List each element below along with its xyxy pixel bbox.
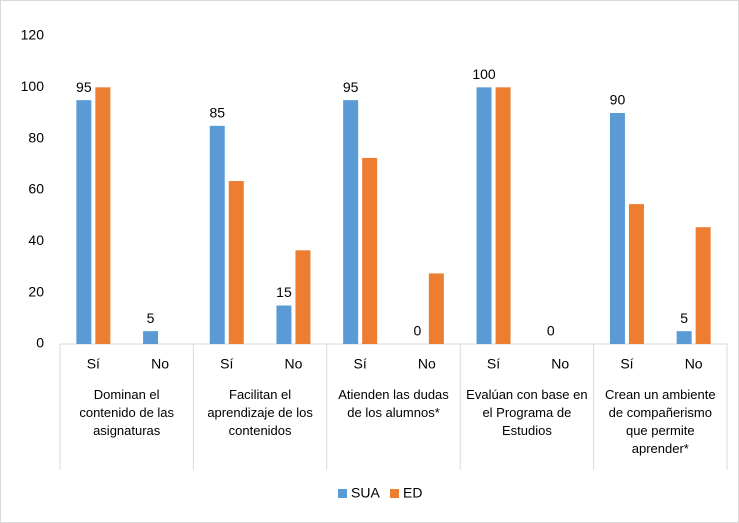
bar: [209, 125, 225, 344]
group-label: Crean un ambiente de compañerismo que pe…: [605, 387, 716, 456]
legend-label: ED: [403, 485, 422, 501]
data-label: 15: [276, 284, 292, 300]
bar: [76, 100, 92, 345]
y-tick-label: 0: [36, 335, 44, 351]
x-tick-label: Sí: [354, 356, 367, 372]
y-tick-label: 20: [28, 283, 44, 299]
data-label: 100: [472, 66, 496, 82]
bar: [228, 181, 244, 344]
y-tick-label: 120: [21, 27, 45, 43]
y-tick-label: 100: [21, 78, 45, 94]
bar: [143, 331, 159, 344]
bar: [343, 100, 359, 345]
x-tick-label: No: [151, 356, 169, 372]
x-tick-label: No: [685, 356, 703, 372]
legend-label: SUA: [351, 485, 380, 501]
data-label: 0: [547, 323, 555, 339]
bar: [609, 113, 625, 344]
bar: [428, 273, 444, 344]
y-tick-label: 60: [28, 181, 44, 197]
bar: [95, 87, 111, 344]
data-label: 5: [680, 310, 688, 326]
bar: [276, 305, 292, 344]
x-tick-label: Sí: [487, 356, 500, 372]
bar: [476, 87, 492, 344]
x-tick-label: Sí: [220, 356, 233, 372]
x-tick-label: Sí: [87, 356, 100, 372]
x-tick-label: No: [284, 356, 302, 372]
x-tick-label: No: [418, 356, 436, 372]
legend-swatch: [390, 489, 399, 498]
y-tick-label: 40: [28, 232, 44, 248]
data-label: 90: [610, 92, 626, 108]
x-tick-label: Sí: [620, 356, 633, 372]
group-label: Facilitan el aprendizaje de los contenid…: [207, 387, 313, 438]
x-tick-label: No: [551, 356, 569, 372]
data-label: 5: [147, 310, 155, 326]
y-tick-label: 80: [28, 129, 44, 145]
bar: [495, 87, 511, 344]
group-label: Dominan el contenido de las asignaturas: [79, 387, 175, 438]
data-label: 95: [76, 79, 92, 95]
group-label: Atienden las dudas de los alumnos*: [338, 387, 449, 420]
bar: [295, 250, 311, 344]
legend-swatch: [338, 489, 347, 498]
data-label: 0: [413, 323, 421, 339]
bar: [628, 204, 644, 344]
bar: [362, 157, 378, 344]
group-label: Evalúan con base en el Programa de Estud…: [466, 387, 588, 438]
data-label: 95: [343, 79, 359, 95]
bar: [676, 331, 692, 344]
bar: [695, 227, 711, 344]
data-label: 85: [209, 105, 225, 121]
